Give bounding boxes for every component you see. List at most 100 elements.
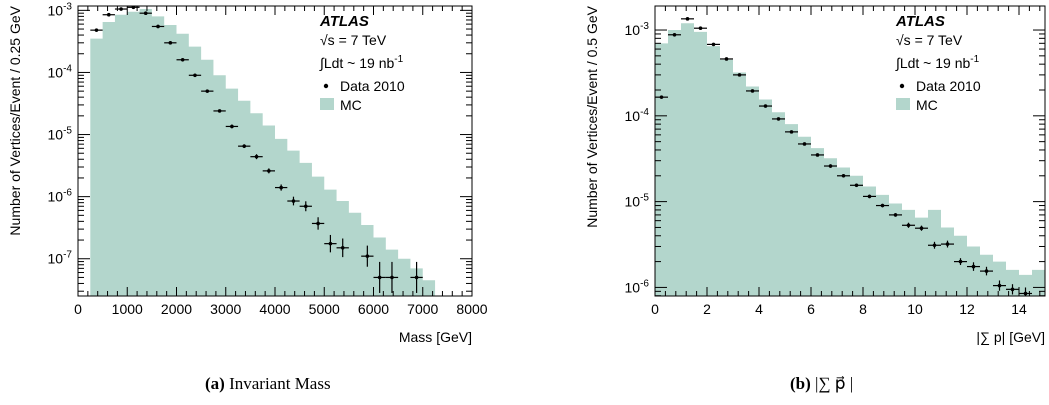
data-point-a — [139, 11, 152, 15]
data-point-a — [238, 144, 251, 149]
data-marker — [94, 28, 99, 32]
x-tick-label: 10 — [907, 301, 923, 317]
x-tick-label: 12 — [959, 301, 975, 317]
plot-frame-b — [654, 5, 1046, 297]
data-marker — [854, 183, 859, 188]
data-marker — [880, 203, 885, 208]
y-tick-label: 10-4 — [48, 63, 73, 80]
data-point-b — [746, 89, 759, 93]
data-marker — [919, 226, 924, 231]
data-point-a — [90, 28, 103, 32]
x-tick-label: 6000 — [358, 301, 389, 317]
energy-label: √s = 7 TeV — [896, 32, 963, 48]
data-marker — [1023, 291, 1028, 296]
data-point-b — [824, 164, 837, 168]
data-point-b — [863, 194, 876, 199]
x-tick-label: 4 — [755, 301, 763, 317]
mc-legend-swatch — [896, 98, 910, 110]
data-marker — [106, 12, 111, 17]
data-marker — [685, 17, 690, 21]
x-tick-label: 8000 — [456, 301, 487, 317]
y-tick-label: 10-4 — [625, 107, 650, 124]
x-tick-label: 0 — [651, 301, 659, 317]
data-marker — [340, 246, 345, 250]
data-marker — [377, 275, 382, 280]
data-marker — [390, 275, 394, 280]
y-tick-label: 10-5 — [48, 126, 73, 143]
data-legend-marker — [323, 83, 329, 89]
data-marker — [763, 104, 768, 108]
data-marker — [867, 194, 872, 199]
caption-b-text: |∑ p⃗ | — [815, 374, 854, 393]
data-marker — [143, 11, 148, 15]
data-legend-label: Data 2010 — [916, 78, 981, 94]
data-marker — [802, 142, 807, 146]
data-point-b — [1019, 287, 1032, 296]
data-legend-marker — [899, 83, 905, 89]
mc-legend-label: MC — [916, 97, 938, 113]
data-point-a — [151, 24, 165, 29]
data-point-b — [785, 130, 798, 134]
data-marker — [893, 213, 898, 217]
data-point-b — [902, 222, 915, 228]
data-marker — [267, 169, 271, 173]
data-marker — [724, 57, 729, 61]
data-point-a — [299, 201, 312, 212]
x-axis-title: Mass [GeV] — [399, 329, 472, 345]
data-marker — [984, 269, 989, 273]
data-point-b — [837, 173, 850, 178]
data-point-b — [967, 262, 980, 271]
data-point-b — [889, 213, 902, 217]
data-point-b — [655, 95, 668, 99]
data-point-a — [311, 217, 325, 230]
data-marker — [659, 95, 664, 99]
x-tick-label: 1000 — [112, 301, 143, 317]
data-point-a — [410, 261, 423, 293]
x-tick-label: 5000 — [309, 301, 340, 317]
data-point-b — [980, 266, 993, 276]
data-marker — [698, 26, 703, 31]
data-marker — [841, 173, 846, 178]
data-marker — [242, 144, 247, 148]
data-point-b — [954, 258, 967, 266]
legend-b: ATLAS √s = 7 TeV ∫Ldt ~ 19 nb-1 Data 2010 MC — [895, 13, 981, 113]
data-marker — [776, 117, 781, 121]
data-point-b — [707, 42, 720, 47]
data-point-a — [262, 168, 275, 174]
data-point-b — [928, 241, 941, 249]
x-tick-label: 3000 — [210, 301, 241, 317]
data-point-a — [250, 154, 263, 160]
data-marker — [1010, 287, 1015, 292]
data-point-a — [164, 41, 177, 45]
data-point-b — [772, 117, 785, 121]
legend-a: ATLAS √s = 7 TeV ∫Ldt ~ 19 nb-1 Data 2010 MC — [319, 13, 405, 113]
data-point-a — [176, 57, 189, 62]
atlas-label: ATLAS — [895, 13, 945, 30]
data-marker — [672, 32, 677, 37]
data-marker — [168, 41, 173, 45]
data-marker — [906, 223, 911, 228]
data-marker — [711, 42, 716, 47]
data-marker — [414, 275, 419, 280]
x-tick-label: 7000 — [407, 301, 438, 317]
data-marker — [958, 259, 963, 264]
data-point-b — [733, 73, 746, 77]
data-marker — [328, 241, 333, 246]
data-marker — [180, 57, 185, 62]
data-point-a — [373, 261, 386, 293]
data-point-a — [188, 73, 202, 78]
data-marker — [971, 264, 976, 269]
caption-a: (a) Invariant Mass — [205, 374, 331, 394]
y-tick-label: 10-3 — [625, 21, 650, 38]
data-point-b — [720, 57, 733, 61]
data-point-a — [361, 245, 374, 267]
data-point-b — [681, 17, 694, 21]
y-tick-label: 10-7 — [48, 250, 73, 267]
data-marker — [205, 89, 210, 93]
lumi-label: ∫Ldt ~ 19 nb-1 — [319, 54, 404, 71]
y-tick-label: 10-3 — [48, 1, 73, 18]
caption-b-letter: (b) — [790, 374, 811, 393]
data-marker — [316, 221, 320, 226]
mc-histogram-a — [90, 9, 436, 297]
data-marker — [737, 73, 742, 77]
